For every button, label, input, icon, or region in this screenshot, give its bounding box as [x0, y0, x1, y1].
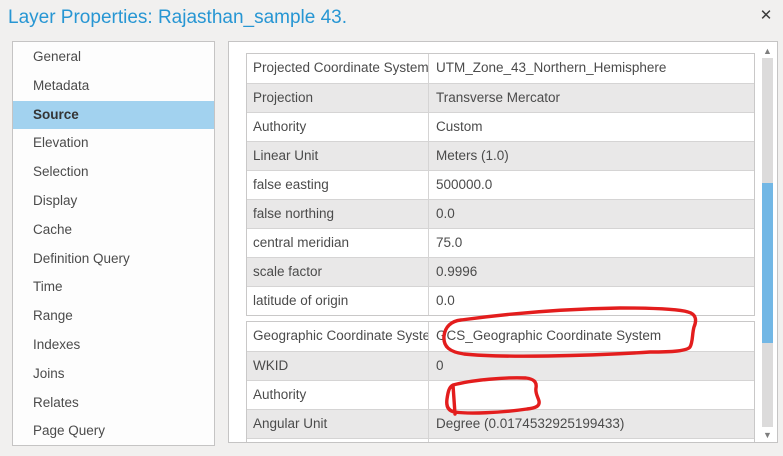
- property-value: Custom: [436, 119, 483, 134]
- property-value: Degree (0.0174532925199433): [436, 416, 625, 431]
- scroll-up-icon[interactable]: ▲: [763, 46, 772, 56]
- property-tables: Projected Coordinate System UTM_Zone_43_…: [246, 53, 755, 442]
- geographic-coordinate-system-table: Geographic Coordinate System GCS_Geograp…: [246, 321, 755, 442]
- sidebar-item-general[interactable]: General: [33, 49, 82, 64]
- property-value: GCS_Geographic Coordinate System: [436, 328, 662, 343]
- property-value: 0: [436, 358, 444, 373]
- sidebar-item-source[interactable]: Source: [13, 100, 214, 130]
- property-label: Angular Unit: [247, 410, 429, 438]
- sidebar-item-time[interactable]: Time: [33, 279, 63, 295]
- projected-coordinate-system-table: Projected Coordinate System UTM_Zone_43_…: [246, 53, 755, 316]
- scroll-down-icon[interactable]: ▼: [763, 430, 772, 440]
- property-label: false northing: [247, 200, 429, 228]
- table-row: Linear Unit Meters (1.0): [247, 141, 754, 170]
- close-icon[interactable]: ✕: [759, 7, 773, 24]
- property-value: 75.0: [436, 235, 463, 250]
- sidebar-item-page-query[interactable]: Page Query: [33, 423, 106, 439]
- property-value: Transverse Mercator: [436, 90, 561, 105]
- property-label: central meridian: [247, 229, 429, 257]
- property-value: 0.0: [436, 293, 455, 308]
- property-label: false easting: [247, 171, 429, 199]
- scrollbar-track[interactable]: [762, 58, 773, 427]
- sidebar-item-elevation[interactable]: Elevation: [33, 135, 89, 151]
- table-row: Authority: [247, 380, 754, 409]
- property-label: Authority: [247, 113, 429, 141]
- table-row: latitude of origin 0.0: [247, 286, 754, 315]
- sidebar-item-display[interactable]: Display: [33, 192, 78, 208]
- sidebar: General Metadata Source Elevation Select…: [12, 41, 215, 446]
- table-row: scale factor 0.9996: [247, 257, 754, 286]
- property-label: Projection: [247, 84, 429, 112]
- dialog-title: Layer Properties: Rajasthan_sample 43.: [8, 7, 348, 28]
- sidebar-item-metadata[interactable]: Metadata: [33, 77, 90, 93]
- sidebar-item-cache[interactable]: Cache: [33, 221, 73, 237]
- table-row: false northing 0.0: [247, 199, 754, 228]
- table-row: WKID 0: [247, 351, 754, 380]
- scrollbar-thumb[interactable]: [762, 183, 773, 343]
- property-value: [429, 439, 754, 442]
- table-row: Angular Unit Degree (0.0174532925199433): [247, 409, 754, 438]
- sidebar-item-relates[interactable]: Relates: [33, 394, 79, 410]
- property-label: scale factor: [247, 258, 429, 286]
- property-label: Linear Unit: [247, 142, 429, 170]
- sidebar-item-selection[interactable]: Selection: [33, 164, 89, 180]
- table-row: Projected Coordinate System UTM_Zone_43_…: [247, 54, 754, 83]
- table-row: false easting 500000.0: [247, 170, 754, 199]
- property-value: 0.9996: [436, 264, 478, 279]
- property-label: Geographic Coordinate System: [247, 322, 429, 351]
- property-value: [429, 381, 754, 409]
- property-value: 0.0: [436, 206, 455, 221]
- sidebar-item-definition-query[interactable]: Definition Query: [33, 250, 130, 266]
- property-value: UTM_Zone_43_Northern_Hemisphere: [436, 60, 667, 75]
- table-row: Projection Transverse Mercator: [247, 83, 754, 112]
- sidebar-item-indexes[interactable]: Indexes: [33, 336, 81, 352]
- property-label: [247, 439, 429, 442]
- property-value: Meters (1.0): [436, 148, 509, 163]
- property-label: latitude of origin: [247, 287, 429, 315]
- source-properties-panel: Projected Coordinate System UTM_Zone_43_…: [228, 41, 778, 443]
- property-value: 500000.0: [436, 177, 493, 192]
- property-label: Projected Coordinate System: [247, 54, 429, 83]
- property-label: WKID: [247, 352, 429, 380]
- property-label: Authority: [247, 381, 429, 409]
- table-row: [247, 438, 754, 442]
- sidebar-item-range[interactable]: Range: [33, 308, 73, 324]
- table-row: Authority Custom: [247, 112, 754, 141]
- table-row: Geographic Coordinate System GCS_Geograp…: [247, 322, 754, 351]
- sidebar-item-joins[interactable]: Joins: [33, 365, 65, 381]
- table-row: central meridian 75.0: [247, 228, 754, 257]
